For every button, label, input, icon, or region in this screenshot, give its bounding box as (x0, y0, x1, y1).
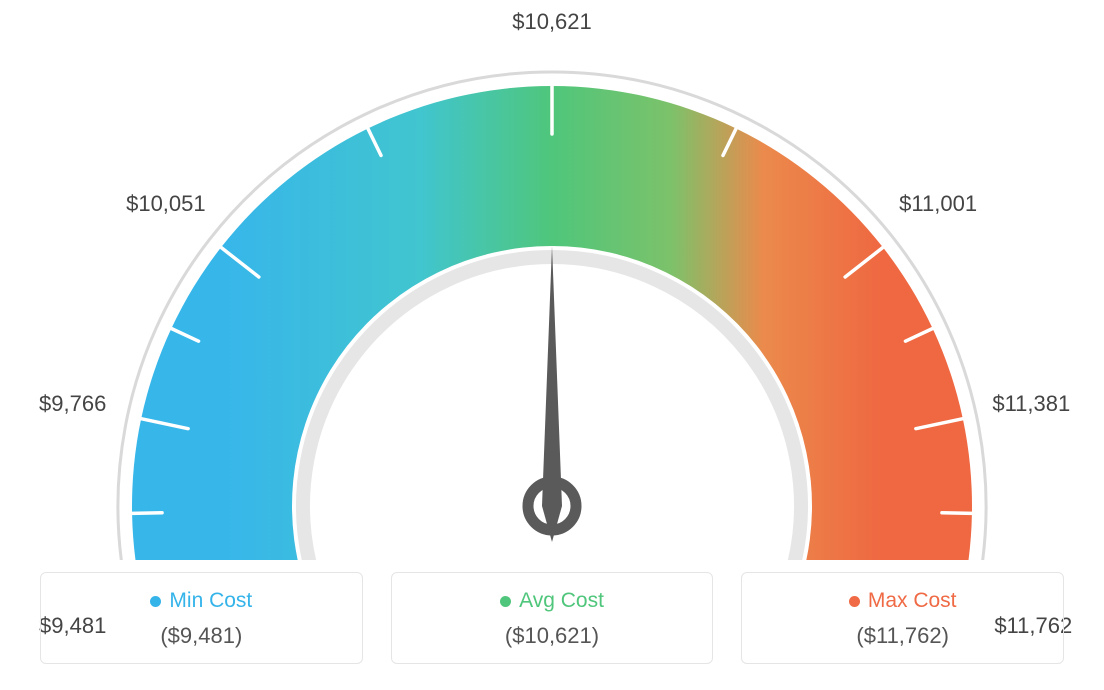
legend-card-min: Min Cost ($9,481) (40, 572, 363, 664)
gauge-svg (0, 0, 1104, 560)
gauge-scale-label: $10,051 (126, 191, 206, 217)
legend-card-avg: Avg Cost ($10,621) (391, 572, 714, 664)
legend-title-avg: Avg Cost (519, 589, 604, 613)
legend-title-min: Min Cost (169, 589, 252, 613)
legend-dot-max (849, 596, 860, 607)
legend-dot-avg (500, 596, 511, 607)
cost-gauge: $9,481$9,766$10,051$10,621$11,001$11,381… (0, 0, 1104, 540)
legend-card-max: Max Cost ($11,762) (741, 572, 1064, 664)
gauge-scale-label: $10,621 (512, 9, 592, 35)
legend-title-max: Max Cost (868, 589, 957, 613)
legend-value-min: ($9,481) (51, 623, 352, 649)
legend-value-avg: ($10,621) (402, 623, 703, 649)
gauge-scale-label: $11,381 (992, 391, 1070, 417)
gauge-scale-label: $11,001 (899, 191, 977, 217)
gauge-scale-label: $9,766 (39, 391, 106, 417)
legend-value-max: ($11,762) (752, 623, 1053, 649)
legend-row: Min Cost ($9,481) Avg Cost ($10,621) Max… (40, 572, 1064, 664)
legend-dot-min (150, 596, 161, 607)
